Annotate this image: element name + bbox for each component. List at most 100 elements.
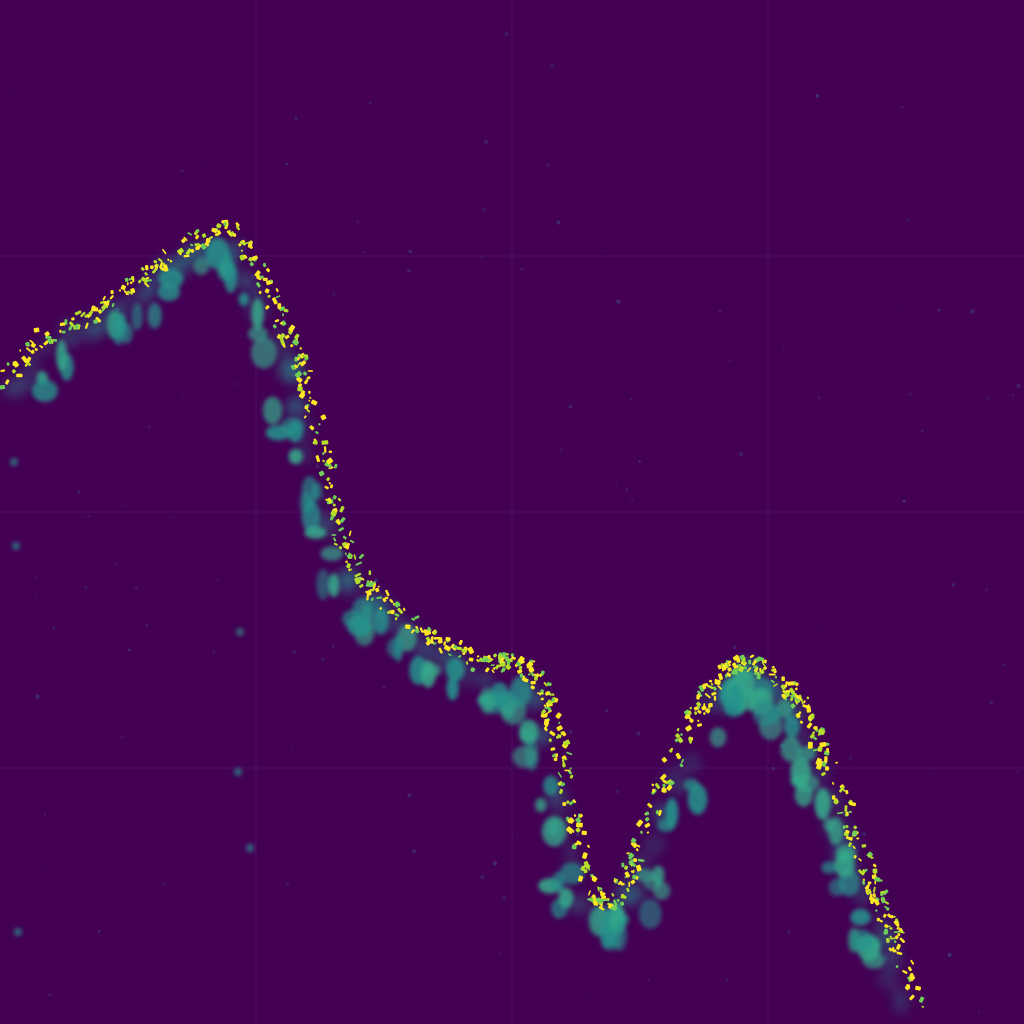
signal-speckle: [557, 771, 562, 778]
signal-speckle: [0, 369, 6, 373]
signal-speckle: [283, 308, 289, 313]
signal-speckle: [306, 376, 311, 380]
signal-speckle: [569, 828, 572, 834]
signal-speckle: [770, 679, 775, 684]
signal-speckle: [339, 505, 345, 513]
signal-speckle: [780, 684, 786, 691]
noise-speck: [408, 249, 412, 254]
signal-speckle: [728, 663, 731, 667]
signal-speckle: [538, 673, 543, 678]
noise-speck: [499, 952, 502, 956]
signal-speckle: [264, 288, 270, 294]
signal-speckle: [646, 831, 650, 834]
signal-speckle: [867, 854, 874, 859]
signal-speckle: [217, 229, 222, 235]
noise-speck: [77, 490, 81, 494]
signal-blob: [612, 922, 627, 951]
signal-speckle: [93, 307, 99, 312]
noise-speck: [908, 394, 910, 396]
glow-spot: [876, 967, 899, 990]
glow-spot: [63, 334, 78, 349]
signal-speckle: [620, 901, 625, 906]
signal-speckle: [360, 577, 365, 581]
signal-speckle: [462, 651, 466, 655]
signal-speckle: [887, 925, 891, 928]
signal-speckle: [315, 455, 321, 463]
signal-speckle: [68, 325, 73, 331]
signal-speckle: [30, 342, 36, 348]
signal-speckle: [517, 668, 523, 674]
signal-speckle: [397, 607, 404, 614]
signal-speckle: [349, 539, 355, 544]
signal-speckle: [194, 246, 200, 251]
noise-speck: [921, 429, 924, 432]
signal-speckle: [211, 227, 218, 234]
signal-speckle: [490, 664, 495, 667]
noise-speck: [896, 307, 899, 311]
signal-blob: [850, 908, 871, 926]
signal-speckle: [543, 726, 548, 732]
signal-speckle: [280, 321, 283, 325]
signal-speckle: [258, 290, 262, 295]
signal-speckle: [833, 799, 839, 805]
noise-speck: [568, 404, 573, 409]
signal-speckle: [540, 697, 544, 701]
isolated-blob: [234, 768, 242, 776]
signal-blob: [821, 861, 837, 874]
signal-speckle: [374, 587, 380, 593]
signal-speckle: [529, 659, 533, 663]
signal-speckle: [366, 590, 372, 596]
signal-speckle: [864, 883, 870, 890]
signal-speckle: [345, 552, 347, 556]
signal-speckle: [630, 879, 636, 885]
glow-spot: [642, 833, 667, 857]
signal-speckle: [561, 731, 567, 737]
signal-speckle: [806, 696, 810, 700]
signal-speckle: [272, 324, 277, 329]
noise-speck: [504, 31, 509, 36]
signal-speckle: [760, 668, 764, 673]
signal-speckle: [697, 719, 700, 722]
signal-speckle: [598, 906, 605, 911]
signal-speckle: [78, 324, 81, 328]
signal-speckle: [288, 324, 296, 332]
noise-speck: [585, 997, 588, 1000]
signal-speckle: [571, 844, 577, 850]
signal-speckle: [824, 756, 828, 763]
signal-speckle: [194, 243, 201, 247]
signal-speckle: [895, 918, 900, 925]
signal-speckle: [275, 295, 281, 299]
signal-speckle: [578, 813, 583, 818]
background-noise: [9, 31, 1021, 1014]
signal-speckle: [376, 596, 383, 600]
signal-speckle: [331, 534, 337, 536]
signal-speckle: [685, 714, 692, 720]
noise-speck: [285, 882, 290, 887]
signal-speckle: [856, 837, 860, 840]
signal-speckle: [402, 607, 406, 611]
noise-speck: [217, 578, 220, 581]
signal-speckle: [34, 347, 38, 352]
signal-speckle: [665, 779, 672, 785]
signal-speckle: [557, 734, 562, 739]
signal-speckle: [588, 898, 594, 902]
signal-speckle: [583, 862, 591, 870]
signal-speckle: [80, 311, 86, 318]
signal-speckle: [355, 561, 362, 566]
signal-speckle: [879, 919, 883, 923]
signal-speckle: [748, 659, 752, 665]
signal-speckle: [603, 899, 610, 902]
signal-speckle: [318, 470, 325, 477]
signal-speckle: [654, 782, 661, 790]
signal-speckle: [902, 969, 908, 974]
noise-speck: [1016, 770, 1019, 773]
signal-speckle: [130, 288, 136, 294]
signal-speckle: [569, 767, 572, 770]
signal-speckle: [190, 243, 194, 247]
signal-speckle: [794, 687, 798, 691]
signal-speckle: [332, 495, 337, 500]
signal-speckle: [560, 782, 566, 787]
signal-speckle: [824, 766, 830, 771]
signal-speckle: [848, 842, 852, 847]
signal-speckle: [74, 310, 82, 316]
